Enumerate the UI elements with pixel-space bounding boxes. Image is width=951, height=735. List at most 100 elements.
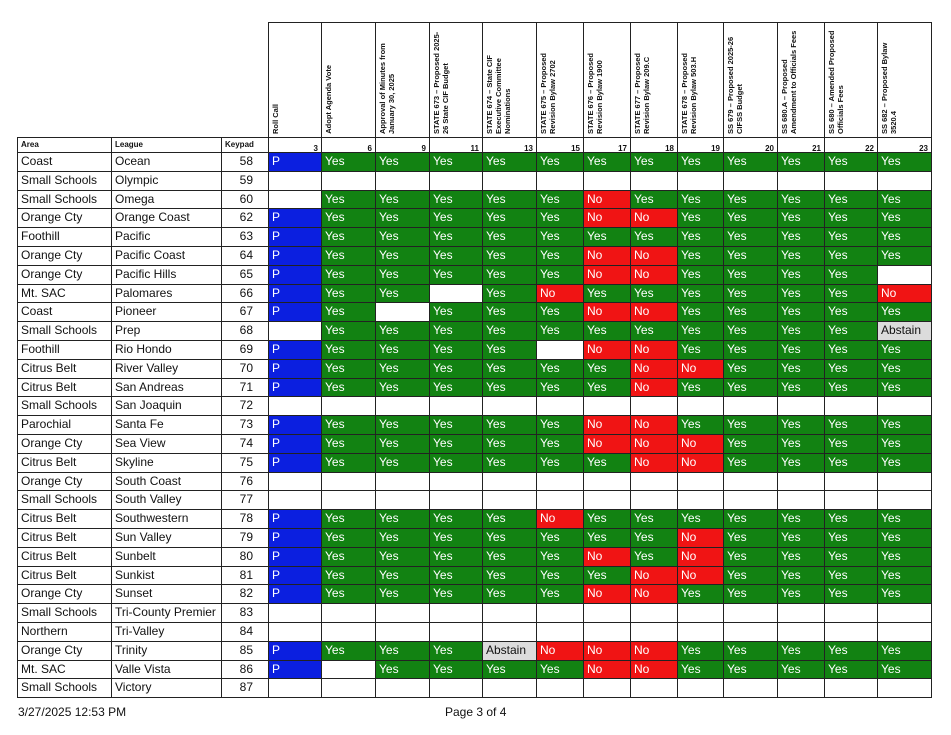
vote-cell: Yes xyxy=(536,190,584,209)
keypad-cell: 78 xyxy=(221,509,269,529)
vote-cell xyxy=(824,490,878,510)
vote-cell: Yes xyxy=(482,321,537,341)
vote-cell: Yes xyxy=(375,547,430,567)
vote-cell: Yes xyxy=(824,566,878,585)
vote-cell: Yes xyxy=(824,340,878,360)
vote-cell xyxy=(877,490,932,510)
vote-cell: Yes xyxy=(536,584,584,604)
motion-number: 13 xyxy=(482,137,537,153)
league-cell: River Valley xyxy=(111,359,222,379)
vote-cell xyxy=(777,622,825,642)
vote-cell: No xyxy=(630,302,678,322)
motion-title: STATE 676 – Proposed Revision Bylaw 1900 xyxy=(586,53,604,134)
motion-title: STATE 674 – State CIF Executive Committe… xyxy=(485,55,512,134)
vote-cell: Yes xyxy=(824,660,878,679)
vote-cell: Yes xyxy=(429,208,483,228)
column-header: League xyxy=(111,137,222,153)
vote-cell: Yes xyxy=(677,284,724,303)
area-cell: Citrus Belt xyxy=(17,378,112,397)
league-cell: Valle Vista xyxy=(111,660,222,679)
vote-cell: P xyxy=(268,284,322,303)
vote-cell: P xyxy=(268,415,322,435)
vote-cell xyxy=(677,678,724,698)
vote-cell: P xyxy=(268,340,322,360)
vote-cell: Yes xyxy=(321,566,376,585)
vote-cell: Yes xyxy=(429,528,483,548)
keypad-cell: 60 xyxy=(221,190,269,209)
keypad-cell: 83 xyxy=(221,603,269,623)
keypad-cell: 82 xyxy=(221,584,269,604)
vote-cell xyxy=(723,490,778,510)
vote-cell xyxy=(429,396,483,416)
vote-cell xyxy=(583,472,631,491)
vote-cell: Yes xyxy=(321,208,376,228)
vote-cell: Yes xyxy=(824,227,878,247)
vote-cell: Yes xyxy=(723,265,778,285)
league-cell: South Coast xyxy=(111,472,222,491)
vote-cell xyxy=(536,490,584,510)
vote-cell: Yes xyxy=(777,321,825,341)
vote-cell xyxy=(723,622,778,642)
vote-cell: Yes xyxy=(777,378,825,397)
vote-cell xyxy=(824,171,878,191)
vote-cell: Yes xyxy=(723,415,778,435)
vote-cell: Yes xyxy=(677,227,724,247)
motion-header: Approval of Minutes from January 30, 202… xyxy=(375,22,430,138)
vote-cell: Yes xyxy=(630,227,678,247)
vote-cell: P xyxy=(268,584,322,604)
vote-cell: P xyxy=(268,378,322,397)
vote-cell: Yes xyxy=(583,359,631,379)
vote-cell: Yes xyxy=(536,660,584,679)
vote-cell: Yes xyxy=(375,265,430,285)
vote-cell: Yes xyxy=(321,641,376,661)
vote-cell: Yes xyxy=(777,584,825,604)
vote-cell xyxy=(677,472,724,491)
area-cell: Coast xyxy=(17,152,112,172)
vote-cell: Yes xyxy=(536,566,584,585)
vote-cell xyxy=(482,472,537,491)
area-cell: Orange Cty xyxy=(17,246,112,266)
vote-cell: Yes xyxy=(321,528,376,548)
vote-cell xyxy=(321,396,376,416)
vote-cell: Yes xyxy=(777,566,825,585)
vote-cell: Yes xyxy=(482,660,537,679)
vote-cell: Yes xyxy=(536,434,584,454)
area-cell: Orange Cty xyxy=(17,265,112,285)
vote-cell: Yes xyxy=(375,509,430,529)
vote-cell: No xyxy=(677,566,724,585)
motion-header: SS 679 – Proposed 2025-26 CIFSS Budget xyxy=(723,22,778,138)
vote-cell: Yes xyxy=(877,378,932,397)
league-cell: Prep xyxy=(111,321,222,341)
vote-cell: Yes xyxy=(824,152,878,172)
vote-cell: Yes xyxy=(877,152,932,172)
vote-cell: P xyxy=(268,509,322,529)
keypad-cell: 86 xyxy=(221,660,269,679)
motion-header: STATE 677 – Proposed Revision Bylaw 209.… xyxy=(630,22,678,138)
vote-cell: Yes xyxy=(321,415,376,435)
vote-cell: Yes xyxy=(677,584,724,604)
vote-cell: Yes xyxy=(583,152,631,172)
vote-cell xyxy=(321,490,376,510)
vote-cell: Yes xyxy=(824,321,878,341)
vote-cell: P xyxy=(268,453,322,473)
league-cell: Sun Valley xyxy=(111,528,222,548)
vote-cell: Yes xyxy=(877,547,932,567)
vote-cell: Yes xyxy=(375,415,430,435)
vote-cell: Yes xyxy=(777,509,825,529)
area-cell: Small Schools xyxy=(17,603,112,623)
league-cell: Pacific Coast xyxy=(111,246,222,266)
vote-cell: Yes xyxy=(375,152,430,172)
vote-cell: Yes xyxy=(536,378,584,397)
vote-cell: Yes xyxy=(824,208,878,228)
vote-cell: Yes xyxy=(583,566,631,585)
area-cell: Mt. SAC xyxy=(17,284,112,303)
vote-cell: Yes xyxy=(630,509,678,529)
area-cell: Orange Cty xyxy=(17,472,112,491)
vote-cell: Yes xyxy=(429,547,483,567)
vote-cell xyxy=(268,603,322,623)
vote-cell: Yes xyxy=(723,284,778,303)
keypad-cell: 80 xyxy=(221,547,269,567)
league-cell: Tri-Valley xyxy=(111,622,222,642)
vote-cell: Yes xyxy=(429,415,483,435)
vote-cell: Yes xyxy=(877,359,932,379)
